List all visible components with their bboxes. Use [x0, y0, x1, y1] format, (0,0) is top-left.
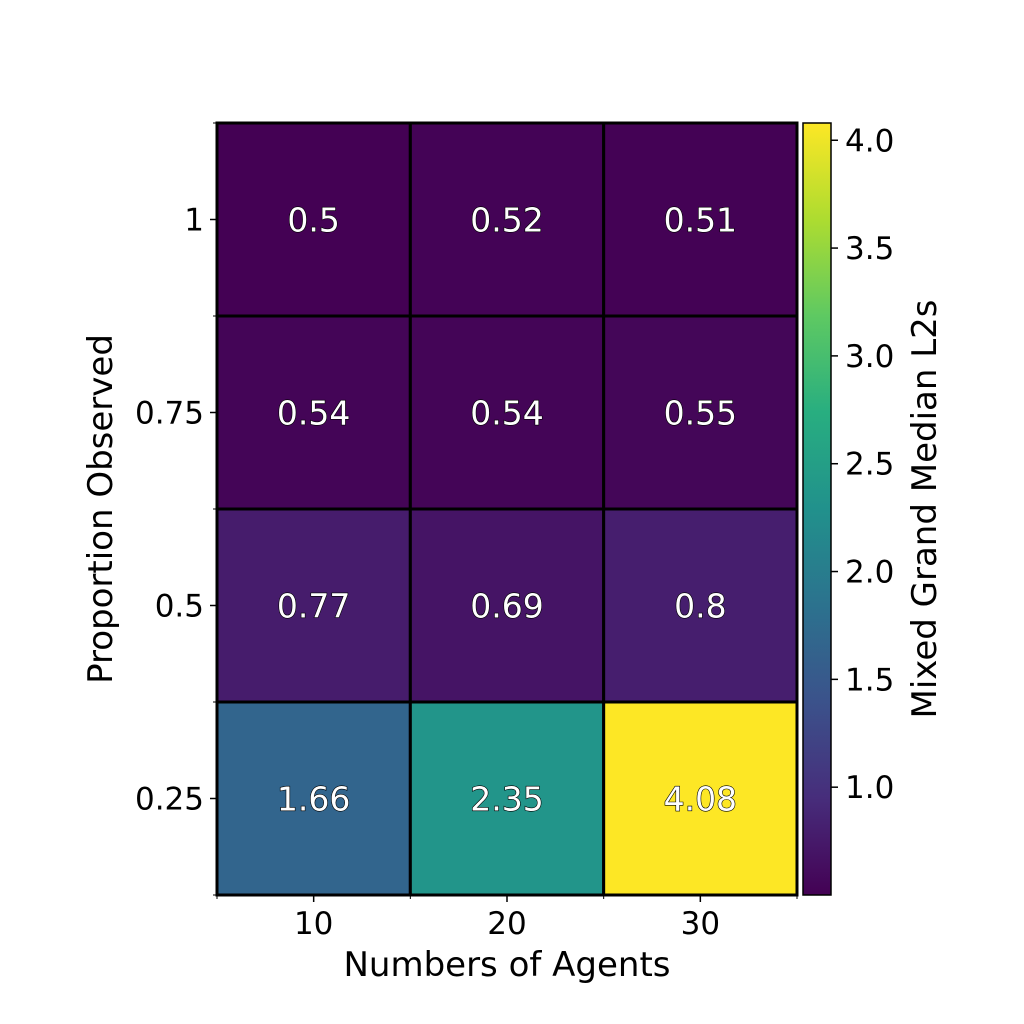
cell-value-label-r1-c1: 0.54 — [470, 394, 543, 433]
heatmap-cell-labels: 0.5 0.52 0.51 0.54 0.54 0.55 0.77 0.69 0.8 1.66 2.… — [276, 200, 737, 819]
colorbar-tick-label-0: 1.0 — [845, 770, 894, 806]
colorbar: 1.0 1.5 2.0 2.5 3.0 3.5 4.0 — [802, 122, 894, 896]
colorbar-tick-label-3: 2.5 — [845, 447, 894, 483]
colorbar-tick-label-2: 2.0 — [845, 555, 894, 591]
cell-value-label-r2-c0: 0.77 — [277, 587, 350, 626]
cell-value-label-r3-c0: 1.66 — [277, 780, 350, 819]
heatmap-cell-r0-c2 — [602, 121, 799, 318]
cell-value-label-r2-c1: 0.69 — [470, 587, 543, 626]
y-tick-label-3: 0.25 — [135, 782, 204, 818]
colorbar-label: Mixed Grand Median L2s — [905, 299, 945, 718]
x-tick-label-0: 10 — [294, 906, 333, 942]
x-axis-label: Numbers of Agents — [343, 945, 670, 985]
colorbar-tick-label-5: 3.5 — [845, 231, 894, 267]
cell-value-label-r3-c2: 4.08 — [664, 780, 737, 819]
cell-value-label-r1-c0: 0.54 — [277, 394, 350, 433]
cell-value-label-r2-c2: 0.8 — [674, 587, 726, 626]
y-axis-label: Proportion Observed — [81, 334, 121, 684]
heatmap-cell-r3-c2 — [602, 700, 799, 897]
colorbar-gradient — [802, 122, 832, 896]
colorbar-tick-label-4: 3.0 — [845, 339, 894, 375]
colorbar-tick-label-6: 4.0 — [845, 123, 894, 159]
x-tick-label-1: 20 — [487, 906, 526, 942]
heatmap-cell-r0-c0 — [215, 121, 412, 318]
heatmap-cell-r1-c2 — [602, 314, 799, 511]
axes: 10 20 30 1 0.75 0.5 0.25 — [135, 122, 798, 942]
y-tick-label-1: 0.75 — [135, 396, 204, 432]
heatmap-cell-r3-c0 — [215, 700, 412, 897]
heatmap-cell-r2-c1 — [408, 507, 606, 704]
y-tick-label-0: 1 — [184, 203, 204, 239]
cell-value-label-r1-c2: 0.55 — [664, 394, 737, 433]
cell-value-label-r0-c2: 0.51 — [664, 201, 737, 240]
cell-value-label-r0-c0: 0.5 — [287, 201, 339, 240]
y-tick-label-2: 0.5 — [155, 589, 204, 625]
heatmap-cells — [215, 121, 799, 897]
heatmap-cell-r1-c0 — [215, 314, 412, 511]
heatmap-cell-r0-c1 — [408, 121, 606, 318]
cell-value-label-r0-c1: 0.52 — [470, 201, 543, 240]
colorbar-tick-label-1: 1.5 — [845, 662, 894, 698]
x-tick-label-2: 30 — [681, 906, 720, 942]
cell-value-label-r3-c1: 2.35 — [470, 780, 543, 819]
